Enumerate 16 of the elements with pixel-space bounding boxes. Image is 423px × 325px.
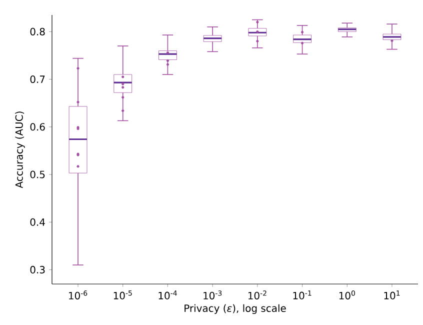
x-tick-label: 10$^{-2}$ (248, 290, 266, 300)
x-tick-label: 10$^{-5}$ (114, 290, 132, 300)
y-tick-label: 0.7 (30, 75, 45, 84)
x-tick-label: 10$^{-4}$ (158, 290, 177, 300)
y-tick-label: 0.4 (30, 218, 45, 226)
y-tick-label: 0.3 (30, 266, 45, 274)
x-tick-label: 10$^{-1}$ (293, 290, 312, 300)
y-tick-label: 0.6 (30, 123, 45, 131)
y-tick-label: 0.5 (30, 170, 45, 178)
x-tick-label: 10$^{0}$ (339, 290, 355, 300)
x-axis-title: Privacy (ε), log scale (184, 304, 286, 314)
x-tick-label: 10$^{1}$ (384, 290, 400, 300)
x-tick-label: 10$^{-3}$ (204, 290, 222, 300)
y-axis-title: Accuracy (AUC) (15, 112, 25, 188)
x-tick-label: 10$^{-6}$ (69, 290, 88, 300)
y-tick-label: 0.8 (30, 28, 45, 36)
